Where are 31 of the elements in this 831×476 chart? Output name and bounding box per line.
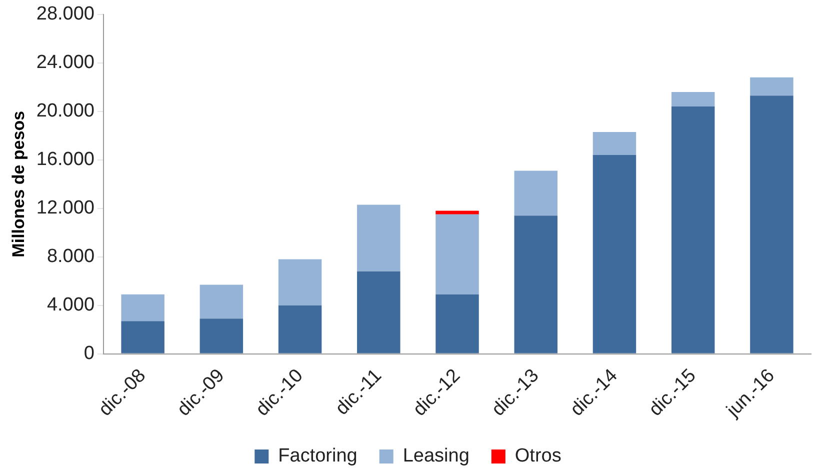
bar bbox=[671, 92, 715, 107]
y-tick-label: 24.000 bbox=[36, 52, 95, 74]
bar bbox=[278, 259, 322, 306]
bar bbox=[514, 170, 558, 216]
bar bbox=[750, 77, 794, 96]
legend-label: Factoring bbox=[278, 446, 358, 467]
bar bbox=[592, 132, 636, 156]
y-tick-label: 0 bbox=[84, 343, 95, 364]
bar bbox=[514, 216, 558, 354]
bar bbox=[278, 305, 322, 354]
bar bbox=[436, 210, 479, 214]
y-axis-title: Millones de pesos bbox=[8, 110, 28, 258]
y-tick-label: 4.000 bbox=[46, 294, 95, 316]
legend-label: Otros bbox=[514, 446, 562, 467]
y-tick-label: 8.000 bbox=[46, 246, 95, 268]
bar bbox=[436, 214, 479, 294]
bar bbox=[592, 155, 636, 354]
bar bbox=[200, 284, 244, 319]
bar bbox=[357, 204, 400, 272]
y-tick-label: 16.000 bbox=[36, 149, 95, 170]
bar bbox=[436, 294, 479, 354]
bar bbox=[121, 294, 164, 322]
legend-label: Leasing bbox=[402, 446, 470, 467]
y-tick-label: 28.000 bbox=[36, 4, 95, 25]
bar bbox=[200, 318, 244, 354]
bar bbox=[357, 271, 400, 354]
y-tick-label: 20.000 bbox=[36, 100, 95, 122]
bar bbox=[121, 321, 164, 354]
y-tick-label: 12.000 bbox=[36, 198, 95, 219]
bar bbox=[671, 106, 715, 354]
bar bbox=[750, 96, 794, 354]
